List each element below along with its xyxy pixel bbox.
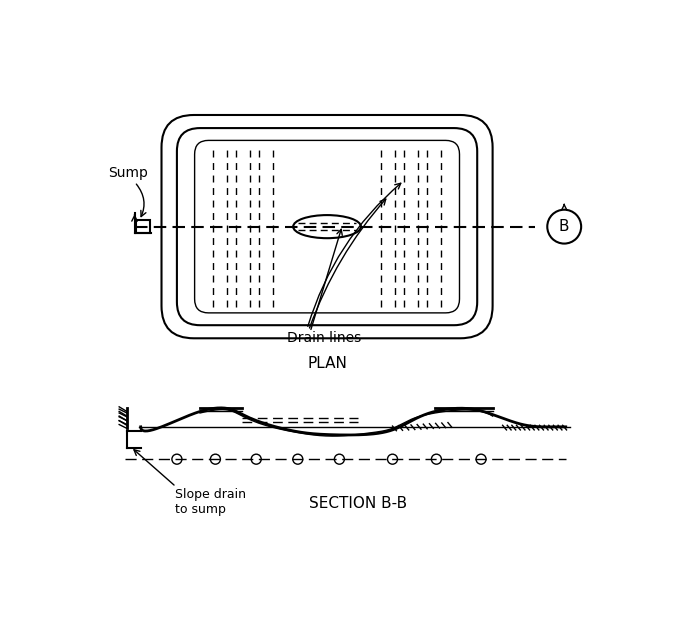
FancyBboxPatch shape — [195, 141, 459, 313]
Text: Slope drain
to sump: Slope drain to sump — [175, 488, 245, 516]
Text: Drain lines: Drain lines — [287, 331, 361, 345]
Text: SECTION B-B: SECTION B-B — [309, 497, 407, 511]
Circle shape — [387, 454, 398, 464]
Text: Sump: Sump — [109, 166, 148, 180]
Circle shape — [547, 209, 581, 244]
Circle shape — [431, 454, 441, 464]
Ellipse shape — [293, 215, 361, 238]
Circle shape — [172, 454, 182, 464]
Circle shape — [334, 454, 344, 464]
Circle shape — [211, 454, 220, 464]
Bar — [136, 220, 150, 233]
Text: PLAN: PLAN — [307, 357, 347, 371]
Circle shape — [252, 454, 261, 464]
Text: B: B — [559, 219, 570, 234]
Circle shape — [293, 454, 303, 464]
Circle shape — [476, 454, 486, 464]
